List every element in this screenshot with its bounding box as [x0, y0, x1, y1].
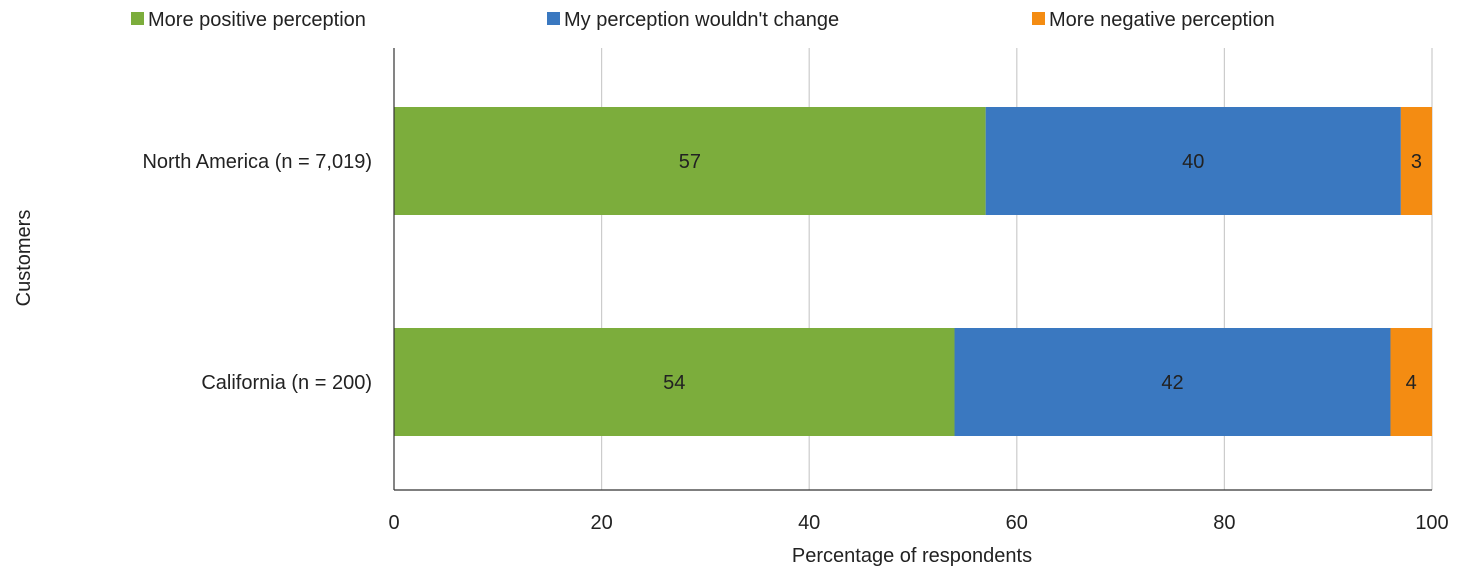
legend-label-more-positive-perception: More positive perception	[148, 9, 366, 31]
bar-my-perception-wouldn-t-change-california-n-200	[954, 328, 1391, 436]
x-tick-label-0: 0	[388, 512, 399, 534]
tick-labels: 0 20 40 60 80 100 North America (n = 7,019) Cal…	[142, 151, 1448, 534]
category-label-north-america-n-7-019: North America (n = 7,019)	[142, 151, 372, 173]
data-label-more-positive-perception-california-n-200: 54	[663, 372, 685, 394]
legend-swatch-my-perception-wouldn-t-change	[547, 12, 560, 25]
y-axis-title: Customers	[13, 210, 35, 307]
bar-more-negative-perception-north-america-n-7-019	[1400, 107, 1432, 215]
data-label-more-negative-perception-california-n-200: 4	[1406, 372, 1417, 394]
bar-my-perception-wouldn-t-change-north-america-n-7-019	[985, 107, 1401, 215]
legend-label-more-negative-perception: More negative perception	[1049, 9, 1275, 31]
bar-more-negative-perception-california-n-200	[1390, 328, 1432, 436]
x-tick-label-100: 100	[1415, 512, 1448, 534]
x-tick-label-60: 60	[1006, 512, 1028, 534]
x-tick-label-20: 20	[590, 512, 612, 534]
legend-label-my-perception-wouldn-t-change: My perception wouldn't change	[564, 9, 839, 31]
x-axis-title: Percentage of respondents	[792, 545, 1032, 567]
x-tick-label-80: 80	[1213, 512, 1235, 534]
legend-swatch-more-negative-perception	[1032, 12, 1045, 25]
data-label-more-negative-perception-north-america-n-7-019: 3	[1411, 151, 1422, 173]
data-label-my-perception-wouldn-t-change-california-n-200: 42	[1161, 372, 1183, 394]
bar-more-positive-perception-california-n-200	[394, 328, 955, 436]
data-label-more-positive-perception-north-america-n-7-019: 57	[679, 151, 701, 173]
category-label-california-n-200: California (n = 200)	[201, 372, 372, 394]
bars: 57 40 3 54 42 4	[394, 107, 1432, 436]
legend: More positive perception My perception wo…	[131, 9, 1275, 31]
data-label-my-perception-wouldn-t-change-north-america-n-7-019: 40	[1182, 151, 1204, 173]
legend-swatch-more-positive-perception	[131, 12, 144, 25]
axes	[393, 48, 1432, 491]
x-tick-label-40: 40	[798, 512, 820, 534]
bar-more-positive-perception-north-america-n-7-019	[394, 107, 986, 215]
